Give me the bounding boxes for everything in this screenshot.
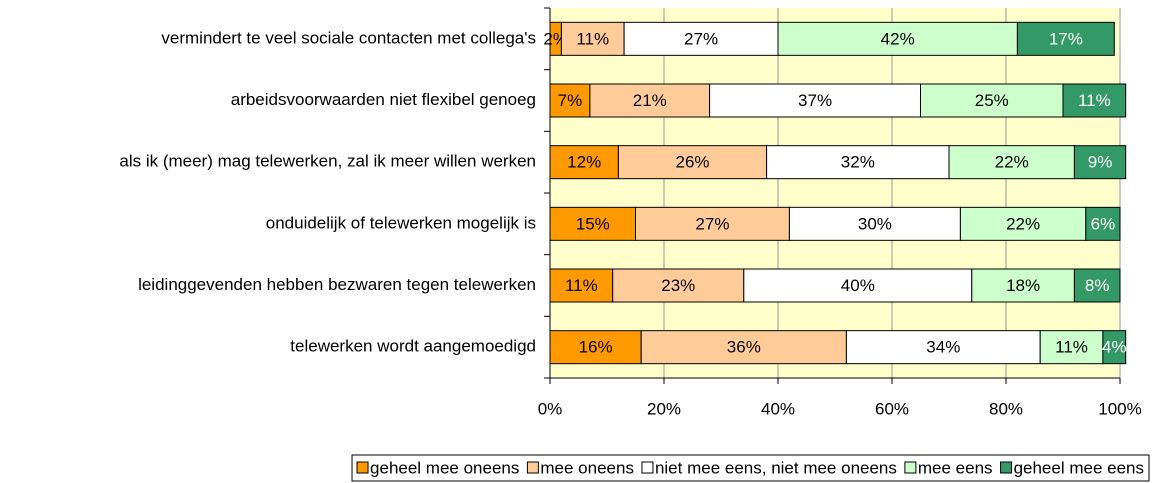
x-tick-label: 80% bbox=[989, 399, 1023, 418]
data-label: 12% bbox=[567, 153, 601, 172]
bar-segment bbox=[1085, 206, 1121, 241]
bar-segment bbox=[743, 268, 973, 303]
x-tick-label: 60% bbox=[875, 399, 909, 418]
bar-segment bbox=[1062, 83, 1127, 118]
bar-segment bbox=[1016, 21, 1115, 56]
data-label: 6% bbox=[1091, 214, 1116, 233]
y-tick-label: als ik (meer) mag telewerken, zal ik mee… bbox=[119, 152, 536, 171]
data-label: 42% bbox=[881, 29, 915, 48]
legend-swatch bbox=[526, 461, 539, 474]
bar-segment bbox=[1073, 145, 1127, 180]
bar-segment bbox=[1102, 330, 1127, 365]
data-label: 11% bbox=[1055, 338, 1088, 357]
x-tick-label: 100% bbox=[1098, 399, 1141, 418]
y-tick-label: onduidelijk of telewerken mogelijk is bbox=[266, 213, 536, 232]
legend-label: mee oneens bbox=[540, 458, 634, 477]
y-tick-label: leidinggevenden hebben bezwaren tegen te… bbox=[138, 275, 536, 294]
data-label: 16% bbox=[579, 338, 613, 357]
legend-swatch bbox=[641, 461, 654, 474]
x-tick-label: 0% bbox=[538, 399, 563, 418]
bar-segment bbox=[549, 330, 642, 365]
data-label: 37% bbox=[798, 91, 832, 110]
data-label: 27% bbox=[684, 29, 718, 48]
data-label: 15% bbox=[576, 214, 610, 233]
data-label: 7% bbox=[558, 91, 583, 110]
data-label: 11% bbox=[565, 276, 598, 295]
bar-segment bbox=[560, 21, 625, 56]
bar-segment bbox=[1039, 330, 1104, 365]
bar-segment bbox=[612, 268, 745, 303]
legend-label: niet mee eens, niet mee oneens bbox=[655, 458, 897, 477]
legend-label: geheel mee oneens bbox=[370, 458, 519, 477]
data-label: 34% bbox=[926, 338, 960, 357]
y-tick-label: arbeidsvoorwaarden niet flexibel genoeg bbox=[231, 90, 536, 109]
bar-segment bbox=[766, 145, 950, 180]
bar-segment bbox=[1073, 268, 1121, 303]
legend-swatch bbox=[356, 461, 369, 474]
bar-segment bbox=[709, 83, 921, 118]
bar-segment bbox=[549, 206, 636, 241]
data-label: 36% bbox=[727, 338, 761, 357]
bar-segment bbox=[549, 145, 619, 180]
bar-segment bbox=[623, 21, 779, 56]
legend-label: mee eens bbox=[918, 458, 993, 477]
bar-segment bbox=[617, 145, 768, 180]
bar-segment bbox=[640, 330, 847, 365]
bar-segment bbox=[635, 206, 790, 241]
legend-swatch bbox=[904, 461, 917, 474]
y-tick-label: vermindert te veel sociale contacten met… bbox=[161, 28, 536, 47]
bar-segment bbox=[948, 145, 1075, 180]
data-label: 40% bbox=[841, 276, 875, 295]
data-label: 8% bbox=[1085, 276, 1110, 295]
x-tick-label: 40% bbox=[761, 399, 795, 418]
legend-swatch bbox=[1000, 461, 1013, 474]
bar-segment bbox=[920, 83, 1064, 118]
bar-segment bbox=[549, 83, 591, 118]
bar-segment bbox=[549, 268, 614, 303]
data-label: 4% bbox=[1102, 338, 1127, 357]
data-label: 9% bbox=[1088, 153, 1113, 172]
data-label: 22% bbox=[995, 153, 1029, 172]
data-label: 32% bbox=[841, 153, 875, 172]
bar-segment bbox=[788, 206, 961, 241]
data-label: 25% bbox=[975, 91, 1009, 110]
data-label: 11% bbox=[576, 29, 609, 48]
plot-area bbox=[550, 8, 1120, 378]
data-label: 27% bbox=[695, 214, 729, 233]
y-tick-label: telewerken wordt aangemoedigd bbox=[290, 337, 536, 356]
data-label: 26% bbox=[675, 153, 709, 172]
data-label: 21% bbox=[633, 91, 667, 110]
x-tick-label: 20% bbox=[647, 399, 681, 418]
bar-segment bbox=[959, 206, 1087, 241]
data-label: 11% bbox=[1078, 91, 1111, 110]
legend-box bbox=[351, 454, 1150, 482]
data-label: 23% bbox=[661, 276, 695, 295]
legend-label: geheel mee eens bbox=[1014, 458, 1144, 477]
data-label: 22% bbox=[1006, 214, 1040, 233]
data-label: 18% bbox=[1006, 276, 1040, 295]
data-label: 17% bbox=[1049, 29, 1083, 48]
data-label: 30% bbox=[858, 214, 892, 233]
